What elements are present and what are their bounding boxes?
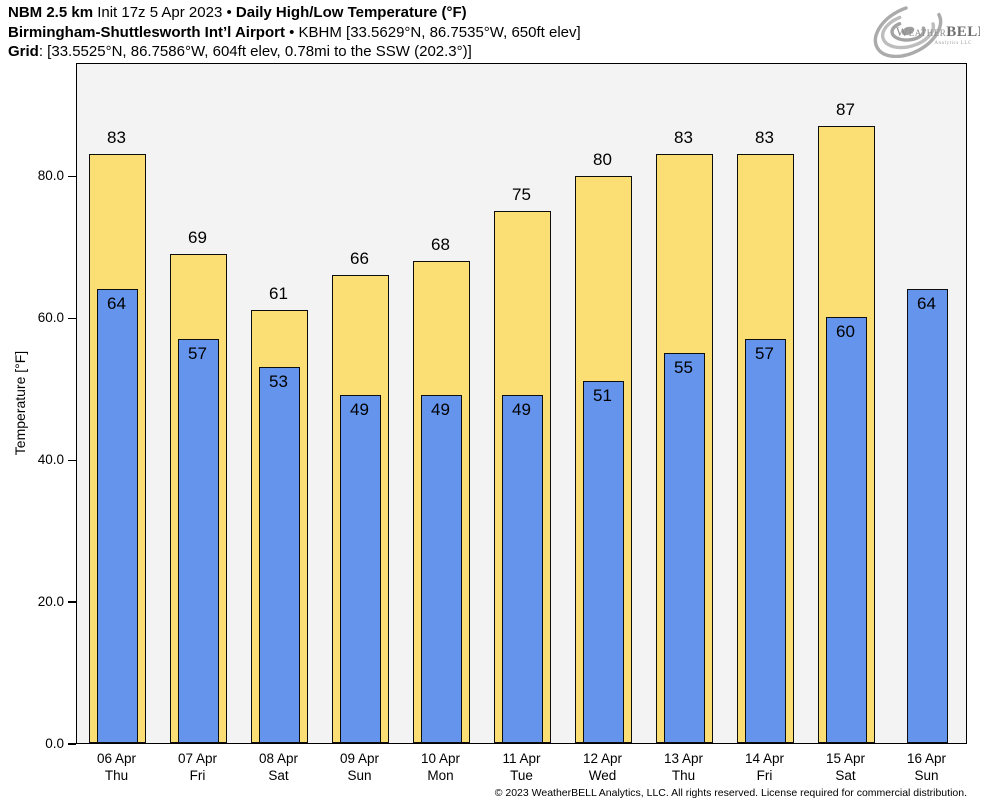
low-value-label: 51 [593, 386, 612, 406]
high-value-label: 80 [593, 149, 612, 169]
x-tick-date: 07 Apr [177, 751, 218, 766]
x-tick-day: Fri [756, 768, 773, 783]
station-details: • KBHM [33.5629°N, 86.7535°W, 650ft elev… [284, 23, 581, 41]
low-value-label: 53 [269, 372, 288, 392]
y-tick-mark [68, 175, 76, 178]
page-title: Daily High/Low Temperature (°F) [235, 4, 467, 21]
low-value-label: 64 [107, 294, 126, 313]
high-value-label: 69 [188, 227, 207, 247]
header-line-1: NBM 2.5 km Init 17z 5 Apr 2023 • Daily H… [8, 3, 581, 23]
x-tick-date: 14 Apr [744, 751, 785, 766]
high-value-label: 61 [269, 284, 288, 304]
low-value-label: 57 [755, 343, 774, 363]
high-value-label: 83 [674, 128, 693, 148]
high-value-label: 68 [431, 234, 450, 254]
y-tick-label: 40.0 [37, 451, 64, 467]
x-tick-day: Wed [588, 768, 617, 783]
x-tick-label: 10 Apr Mon [400, 750, 481, 784]
x-tick-label: 16 Apr Sun [886, 750, 967, 784]
low-bar [178, 338, 219, 743]
x-tick-date: 09 Apr [339, 751, 380, 766]
logo-subtitle: Analytics LLC [934, 41, 972, 46]
low-value-label: 60 [836, 322, 855, 342]
x-tick-day: Sat [268, 768, 289, 783]
y-tick-mark [68, 743, 76, 745]
low-bar [664, 352, 705, 743]
y-tick-label: 60.0 [37, 309, 64, 325]
low-bar [421, 395, 462, 743]
x-tick-label: 09 Apr Sun [319, 750, 400, 784]
x-tick-date: 06 Apr [96, 751, 137, 766]
x-tick-label: 13 Apr Thu [643, 750, 724, 784]
low-value-label: 49 [431, 400, 450, 420]
footer-copyright: © 2023 WeatherBELL Analytics, LLC. All r… [494, 787, 967, 799]
x-tick-day: Sun [914, 768, 939, 783]
low-bar [907, 289, 948, 743]
y-tick-mark [68, 601, 76, 603]
y-tick-mark [68, 459, 76, 461]
x-tick-date: 08 Apr [258, 751, 299, 766]
low-bar [340, 395, 381, 743]
y-tick-label: 0.0 [45, 735, 64, 751]
x-tick-date: 16 Apr [906, 751, 947, 766]
grid-label: Grid [8, 43, 39, 60]
y-tick-mark [68, 317, 76, 320]
high-value-label: 66 [350, 248, 369, 268]
x-tick-date: 15 Apr [825, 751, 866, 766]
low-bar [745, 338, 786, 743]
y-tick-label: 80.0 [37, 168, 64, 183]
x-tick-label: 07 Apr Fri [157, 750, 238, 784]
low-bar [259, 367, 300, 743]
x-tick-day: Sun [347, 768, 372, 783]
header-line-3: Grid: [33.5525°N, 86.7586°W, 604ft elev,… [8, 42, 581, 62]
weatherbell-logo: WeatherBELL Analytics LLC [873, 3, 980, 58]
x-tick-label: 15 Apr Sat [805, 750, 886, 784]
logo-wordmark: WeatherBELL [896, 24, 980, 40]
x-tick-day: Sat [835, 768, 856, 783]
x-tick-label: 14 Apr Fri [724, 750, 805, 784]
low-bar [502, 395, 543, 743]
low-value-label: 49 [350, 400, 369, 420]
x-tick-label: 12 Apr Wed [562, 750, 643, 784]
low-value-label: 49 [512, 400, 531, 420]
high-value-label: 83 [755, 128, 774, 148]
x-tick-label: 11 Apr Tue [481, 750, 562, 784]
hurricane-swirl-icon [873, 3, 943, 58]
chart-header: NBM 2.5 km Init 17z 5 Apr 2023 • Daily H… [8, 3, 581, 62]
x-tick-date: 10 Apr [420, 751, 461, 766]
x-tick-day: Mon [427, 768, 454, 783]
x-tick-date: 11 Apr [502, 751, 541, 766]
x-tick-label: 08 Apr Sat [238, 750, 319, 784]
y-axis-label: Temperature [°F] [12, 350, 28, 456]
x-tick-day: Thu [671, 768, 696, 783]
high-value-label: 83 [107, 128, 126, 148]
x-tick-day: Fri [189, 768, 206, 783]
high-value-label: 75 [512, 184, 531, 204]
high-value-label: 87 [836, 99, 855, 119]
x-tick-label: 06 Apr Thu [76, 750, 157, 784]
x-tick-day: Tue [510, 768, 533, 783]
x-tick-date: 12 Apr [582, 751, 623, 766]
plot-area [76, 63, 967, 744]
grid-details: : [33.5525°N, 86.7586°W, 604ft elev, 0.7… [38, 43, 472, 60]
header-line-2: Birmingham-Shuttlesworth Int’l Airport •… [8, 23, 581, 43]
low-value-label: 64 [917, 294, 936, 313]
y-tick-label: 20.0 [37, 593, 64, 609]
low-bar [97, 289, 138, 743]
low-value-label: 57 [188, 343, 207, 363]
low-bar [826, 317, 867, 743]
x-tick-date: 13 Apr [663, 751, 704, 766]
low-value-label: 55 [674, 357, 693, 377]
station-name: Birmingham-Shuttlesworth Int’l Airport [8, 23, 285, 41]
low-bar [583, 381, 624, 743]
model-name: NBM 2.5 km [8, 4, 94, 21]
x-tick-day: Thu [104, 768, 129, 783]
chart-area: Temperature [°F] 0.0 20.0 40.0 60.0 80.0 83 64… [12, 63, 967, 783]
init-time: Init 17z 5 Apr 2023 • [93, 4, 236, 21]
